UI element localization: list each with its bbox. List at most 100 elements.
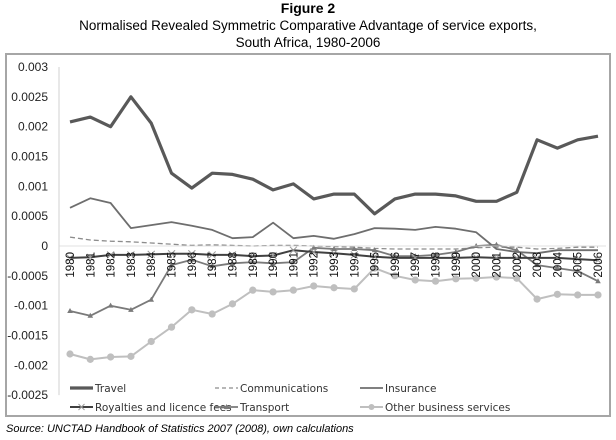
chart-title-line-2: South Africa, 1980-2006 <box>235 35 381 50</box>
x-tick-label: 1993 <box>329 252 341 278</box>
x-tick-label: 1980 <box>65 252 77 278</box>
x-tick-label: 1984 <box>146 251 158 277</box>
data-point <box>371 264 379 272</box>
data-point <box>270 260 276 266</box>
data-point <box>493 241 500 247</box>
x-tick-label: 1985 <box>167 252 179 278</box>
data-point <box>595 278 601 284</box>
data-point <box>350 251 359 259</box>
data-point <box>290 259 297 265</box>
data-point <box>248 252 257 260</box>
data-point <box>128 306 134 312</box>
legend-marker <box>223 404 230 409</box>
data-point <box>331 245 337 251</box>
series-transport <box>67 241 601 318</box>
x-tick-label: 1986 <box>187 252 199 278</box>
data-point <box>107 353 115 361</box>
y-tick-label: -0.001 <box>14 299 48 313</box>
data-point <box>87 312 94 318</box>
data-point <box>512 254 521 262</box>
x-tick-label: 1996 <box>390 252 402 278</box>
data-point <box>370 252 379 261</box>
data-point <box>553 254 562 262</box>
legend-label: Communications <box>240 383 328 395</box>
legend-label: Royalties and licence fees <box>95 402 232 414</box>
data-point <box>249 259 256 265</box>
chart-frame <box>5 53 611 417</box>
x-tick-label: 1983 <box>126 252 138 278</box>
data-point <box>472 274 480 282</box>
series-layer <box>66 95 602 363</box>
data-point <box>86 253 95 262</box>
y-tick-label: -0.0025 <box>7 388 48 402</box>
y-tick-label: 0.0025 <box>11 90 48 104</box>
x-tick-label: 2002 <box>512 252 524 278</box>
x-tick-label: 1999 <box>451 252 463 278</box>
data-point <box>594 256 602 265</box>
data-point <box>167 323 176 331</box>
series-other-business-services <box>66 264 602 363</box>
data-point <box>574 291 582 299</box>
data-point <box>189 256 195 262</box>
legend-item-transport: Transport <box>215 402 289 414</box>
series-line-other-business-services <box>69 267 598 361</box>
legend-item-communications: Communications <box>215 383 328 395</box>
x-tick-label: 2000 <box>471 252 483 278</box>
x-tick-label: 2001 <box>491 252 503 278</box>
data-point <box>309 248 318 256</box>
legend-marker <box>78 403 85 411</box>
data-point <box>391 254 399 262</box>
data-point <box>86 355 94 363</box>
data-point <box>533 254 541 262</box>
legend-label: Other business services <box>385 402 510 414</box>
data-point <box>147 337 155 346</box>
x-tick-label: 1987 <box>207 252 219 278</box>
data-point <box>147 250 156 259</box>
data-point <box>472 253 481 262</box>
x-tick-label: 1998 <box>431 252 443 278</box>
data-point <box>67 308 73 314</box>
data-point <box>187 249 196 258</box>
data-point <box>228 251 237 259</box>
series-travel <box>69 95 599 216</box>
y-tick-label: -0.0005 <box>7 269 48 283</box>
data-point <box>553 290 561 298</box>
x-tick-label: 1989 <box>248 252 260 278</box>
series-line-travel <box>69 95 599 216</box>
data-point <box>411 254 420 262</box>
x-tick-label: 1988 <box>227 252 239 278</box>
data-point <box>106 251 115 259</box>
y-tick-label: 0.0015 <box>11 150 48 164</box>
data-point <box>289 286 297 294</box>
x-tick-label: 1991 <box>288 252 300 278</box>
data-point <box>330 249 338 258</box>
legend-item-insurance: Insurance <box>360 383 437 395</box>
data-point <box>351 245 358 251</box>
x-tick-label: 2003 <box>532 252 544 278</box>
data-point <box>350 285 358 293</box>
data-point <box>107 302 114 308</box>
data-point <box>371 247 378 253</box>
data-point <box>188 306 196 314</box>
source-note: Source: UNCTAD Handbook of Statistics 20… <box>6 423 354 435</box>
data-point <box>66 254 74 262</box>
y-tick-label: 0 <box>41 239 48 253</box>
y-tick-label: -0.0015 <box>7 329 48 343</box>
data-point <box>432 251 439 257</box>
data-point <box>310 282 318 290</box>
data-point <box>492 273 501 281</box>
data-point <box>554 265 561 271</box>
x-tick-label: 1981 <box>85 252 97 278</box>
data-point <box>148 296 155 302</box>
legend-label: Travel <box>94 383 126 395</box>
y-tick-label: 0.0005 <box>11 209 48 223</box>
x-tick-label: 1995 <box>370 252 382 278</box>
legend-item-other-business-services: Other business services <box>360 402 510 414</box>
x-tick-label: 2006 <box>593 252 605 278</box>
data-point <box>513 274 521 282</box>
data-point <box>594 291 602 299</box>
data-point <box>208 310 216 318</box>
chart-title-line-1: Normalised Revealed Symmetric Comparativ… <box>79 18 537 33</box>
chart-title: Normalised Revealed Symmetric Comparativ… <box>0 17 616 51</box>
x-tick-label: 2004 <box>552 251 564 277</box>
